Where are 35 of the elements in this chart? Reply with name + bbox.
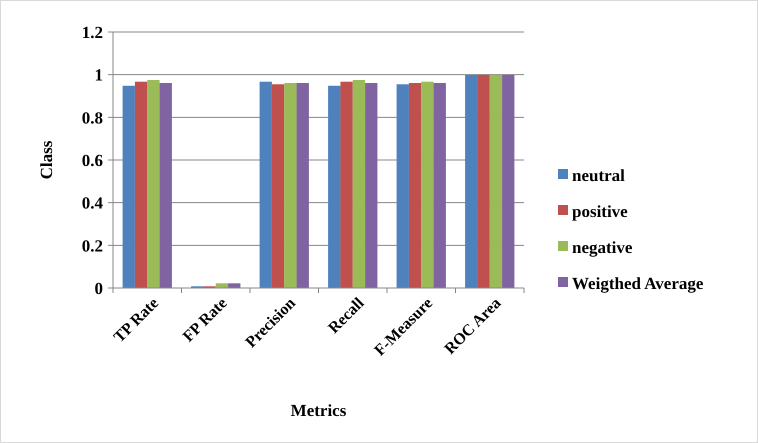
bar (477, 74, 490, 288)
y-tick-label: 0.2 (82, 236, 103, 256)
bar (272, 84, 284, 288)
bar (365, 82, 378, 288)
y-tick-label: 0.4 (82, 194, 104, 213)
legend-label: negative (572, 238, 633, 257)
y-tick-label: 1 (94, 66, 103, 85)
bar (122, 86, 135, 288)
bar (147, 80, 160, 288)
bar (134, 82, 148, 288)
bar (490, 74, 502, 288)
x-axis-title: Metrics (290, 401, 347, 420)
bar (284, 82, 297, 288)
y-tick-label: 0 (94, 278, 103, 298)
bar (260, 82, 272, 288)
bar (328, 86, 340, 288)
bar (396, 84, 409, 288)
x-tick-label: FP Rate (180, 294, 231, 346)
bar (408, 82, 422, 288)
y-tick-label: 0.8 (82, 108, 103, 128)
legend-label: neutral (572, 166, 626, 185)
bar (296, 82, 309, 288)
bar (502, 74, 514, 288)
bar (465, 74, 478, 288)
bar (434, 82, 446, 288)
y-tick-label: 1.2 (82, 22, 103, 42)
bar (352, 80, 366, 288)
bar (160, 82, 172, 288)
bar (421, 82, 434, 288)
legend-label: Weigthed Average (572, 274, 704, 293)
bar (340, 82, 353, 288)
y-axis-title: Class (37, 140, 56, 180)
x-tick-label: TP Rate (110, 294, 162, 346)
y-tick-label: 0.6 (82, 150, 103, 170)
legend-label: positive (572, 202, 628, 221)
